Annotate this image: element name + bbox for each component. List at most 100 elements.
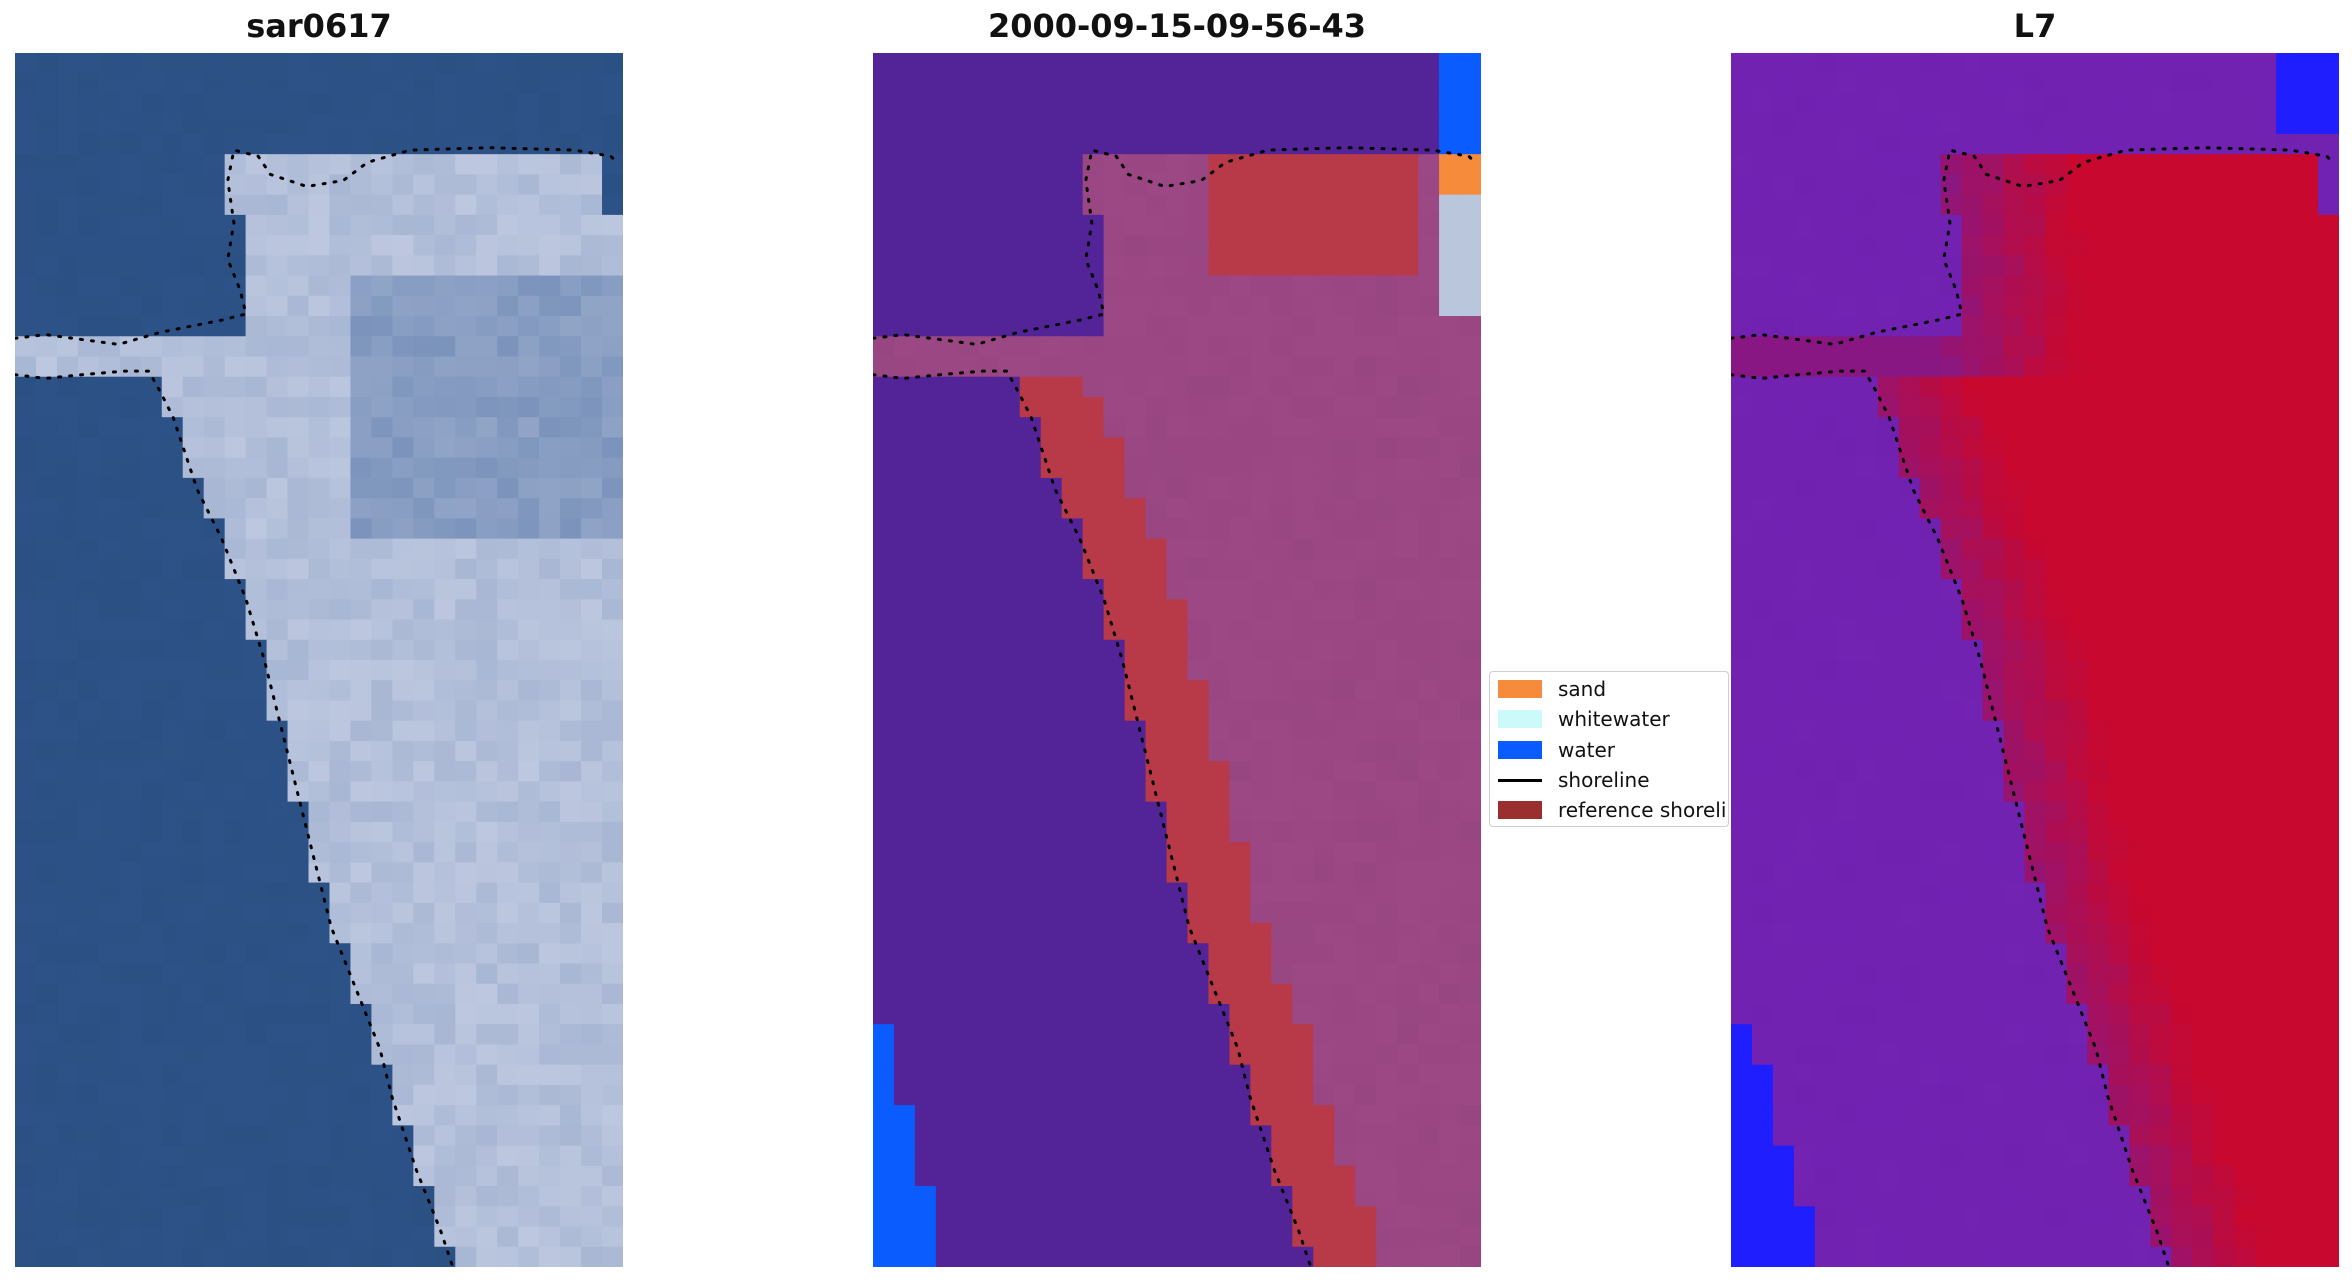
pixel-cell (1166, 983, 1189, 1005)
pixel-cell (287, 477, 310, 499)
pixel-cell (2318, 983, 2339, 1005)
pixel-cell (98, 437, 121, 459)
pixel-cell (1229, 1024, 1251, 1046)
pixel-cell (977, 639, 1000, 661)
pixel-cell (1229, 295, 1251, 317)
pixel-cell (1334, 680, 1356, 702)
pixel-cell (119, 579, 142, 600)
pixel-cell (1355, 437, 1377, 459)
pixel-cell (914, 1226, 937, 1248)
pixel-cell (1250, 1105, 1272, 1126)
pixel-cell (15, 1186, 37, 1207)
pixel-cell (2045, 781, 2068, 803)
pixel-cell (956, 680, 979, 702)
pixel-cell (1355, 1024, 1377, 1046)
pixel-cell (1334, 740, 1356, 762)
pixel-cell (1814, 1064, 1837, 1086)
pixel-cell (308, 154, 331, 175)
pixel-cell (1460, 579, 1481, 600)
pixel-cell (873, 457, 895, 479)
pixel-cell (2171, 1024, 2193, 1046)
pixel-cell (873, 417, 895, 439)
pixel-cell (287, 963, 310, 985)
pixel-cell (455, 356, 477, 378)
pixel-cell (956, 417, 979, 439)
pixel-cell (371, 639, 393, 661)
pixel-cell (2213, 619, 2235, 641)
pixel-cell (329, 983, 352, 1005)
pixel-cell (893, 113, 916, 135)
pixel-cell (1145, 821, 1168, 843)
pixel-cell (1313, 1226, 1335, 1248)
pixel-cell (1439, 214, 1461, 236)
pixel-cell (476, 1044, 498, 1066)
pixel-cell (56, 477, 79, 499)
pixel-cell (1124, 1064, 1147, 1086)
pixel-cell (956, 923, 979, 944)
pixel-cell (1355, 376, 1377, 398)
pixel-cell (1271, 316, 1293, 337)
pixel-cell (15, 923, 37, 944)
pixel-cell (935, 376, 958, 398)
pixel-cell (2066, 882, 2089, 904)
pixel-cell (1019, 336, 1042, 358)
pixel-cell (308, 579, 331, 600)
pixel-cell (392, 275, 414, 297)
pixel-cell (1019, 154, 1042, 175)
pixel-cell (455, 963, 477, 985)
pixel-cell (1877, 437, 1900, 459)
pixel-cell (977, 1165, 1000, 1187)
pixel-cell (1145, 902, 1168, 924)
pixel-cell (1397, 1084, 1419, 1106)
pixel-cell (1061, 154, 1084, 175)
pixel-cell (1439, 761, 1461, 782)
pixel-cell (1460, 1206, 1481, 1228)
pixel-cell (2213, 477, 2235, 499)
pixel-cell (119, 255, 142, 277)
pixel-cell (1835, 680, 1858, 702)
pixel-cell (2192, 1064, 2214, 1086)
pixel-cell (476, 235, 498, 256)
pixel-cell (956, 700, 979, 722)
pixel-cell (455, 235, 477, 256)
pixel-cell (413, 477, 435, 499)
pixel-cell (935, 943, 958, 965)
pixel-cell (1439, 93, 1461, 115)
pixel-cell (413, 720, 435, 742)
pixel-cell (1145, 194, 1168, 216)
pixel-cell (2066, 902, 2089, 924)
pixel-cell (1772, 599, 1795, 621)
pixel-cell (2003, 1084, 2026, 1106)
pixel-cell (1082, 498, 1105, 519)
pixel-cell (1961, 619, 1984, 641)
pixel-cell (1397, 457, 1419, 479)
pixel-cell (2255, 781, 2277, 803)
pixel-cell (1731, 53, 1753, 74)
pixel-cell (455, 801, 477, 823)
pixel-cell (1082, 235, 1105, 256)
pixel-cell (935, 53, 958, 74)
pixel-cell (497, 1084, 519, 1106)
pixel-cell (140, 639, 163, 661)
pixel-cell (1145, 498, 1168, 519)
pixel-cell (1793, 781, 1816, 803)
pixel-cell (161, 235, 184, 256)
pixel-cell (308, 963, 331, 985)
pixel-cell (1082, 1024, 1105, 1046)
pixel-cell (1229, 1206, 1251, 1228)
pixel-cell (434, 93, 456, 115)
pixel-cell (1271, 275, 1293, 297)
pixel-cell (956, 1145, 979, 1167)
pixel-cell (1397, 761, 1419, 782)
pixel-cell (914, 255, 937, 277)
pixel-cell (413, 1024, 435, 1046)
pixel-cell (371, 862, 393, 884)
pixel-cell (1919, 1024, 1942, 1046)
pixel-cell (392, 923, 414, 944)
pixel-cell (1397, 113, 1419, 135)
pixel-cell (287, 1186, 310, 1207)
pixel-cell (476, 599, 498, 621)
pixel-cell (1313, 1044, 1335, 1066)
pixel-cell (224, 477, 247, 499)
pixel-cell (1166, 821, 1189, 843)
